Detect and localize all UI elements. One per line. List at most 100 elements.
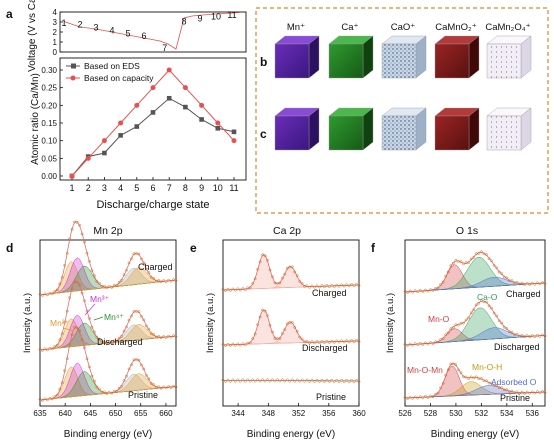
xps-raw-point: [95, 385, 99, 389]
ratio-capacity-point: [118, 120, 124, 126]
xps-raw-point: [248, 286, 252, 290]
xps-raw-point: [315, 340, 319, 343]
xps-raw-point: [283, 272, 287, 276]
xps-raw-point: [477, 301, 481, 305]
xps-raw-point: [492, 311, 496, 315]
xps-raw-point: [115, 284, 119, 287]
xps-raw-point: [340, 283, 344, 287]
xps-raw-point: [231, 378, 235, 382]
cube-front: [381, 115, 417, 151]
xps-raw-point: [157, 335, 161, 338]
xps-raw-point: [137, 252, 141, 256]
xps-x-tick-label: 640: [59, 409, 73, 418]
xps-raw-point: [246, 341, 250, 345]
voltage-ylabel: Voltage (V vs Ca): [27, 0, 38, 72]
xps-raw-point: [418, 342, 422, 345]
xps-raw-point: [142, 261, 146, 265]
xps-raw-point: [413, 289, 417, 293]
xps-raw-point: [462, 375, 465, 379]
cube-front: [434, 115, 470, 151]
xps-raw-point: [325, 284, 329, 287]
xps-raw-point: [55, 393, 59, 397]
xps-raw-point: [355, 379, 358, 382]
xps-raw-point: [472, 308, 476, 312]
xps-raw-point: [167, 278, 170, 282]
panel-letter-e: e: [190, 241, 197, 255]
xps-raw-point: [310, 284, 314, 288]
xps-raw-point: [271, 330, 274, 334]
xps-raw-point: [446, 368, 450, 372]
xps-raw-point: [462, 321, 465, 325]
xps-raw-point: [538, 334, 542, 338]
xps-raw-point: [51, 397, 54, 401]
xps-x-tick-label: 526: [398, 409, 412, 418]
xps-fit-envelope: [39, 221, 177, 296]
ratio-capacity-point: [166, 67, 172, 73]
xps-raw-point: [229, 288, 232, 292]
xps-raw-point: [490, 259, 493, 263]
xps-raw-point: [454, 258, 458, 262]
ratio-capacity-point: [134, 102, 140, 108]
xps-raw-point: [327, 341, 331, 344]
xps-raw-point: [298, 335, 302, 339]
mn-o-h-label: Mn-O-H: [472, 362, 502, 372]
xps-raw-point: [263, 254, 267, 258]
xps-raw-point: [518, 282, 521, 286]
mn2p-xlabel: Binding energy (eV): [64, 429, 152, 440]
xps-raw-point: [100, 340, 104, 344]
xps-raw-point: [135, 252, 138, 256]
panel-letter-d: d: [6, 241, 13, 255]
xps-raw-point: [261, 378, 264, 382]
ratio-series-line: [71, 97, 235, 177]
xps-raw-point: [525, 334, 529, 337]
xps-x-tick-label: 532: [475, 409, 489, 418]
xps-raw-point: [276, 378, 279, 382]
xps-raw-point: [513, 391, 516, 395]
xps-raw-point: [266, 258, 269, 262]
ratio-x-tick-label: 11: [229, 183, 238, 193]
xps-raw-point: [325, 339, 329, 343]
xps-raw-point: [421, 290, 425, 293]
xps-raw-point: [93, 379, 96, 383]
xps-fit-envelope: [223, 380, 359, 382]
voltage-state-label: 5: [125, 29, 130, 39]
xps-raw-point: [536, 333, 539, 337]
xps-raw-point: [315, 284, 319, 288]
xps-raw-point: [320, 340, 324, 343]
xps-raw-point: [152, 333, 156, 336]
xps-raw-point: [263, 309, 267, 313]
cube-front: [328, 115, 364, 151]
xps-raw-point: [310, 378, 314, 382]
xps-raw-point: [73, 220, 76, 224]
xps-raw-point: [102, 390, 106, 394]
xps-raw-point: [318, 341, 321, 345]
xps-raw-point: [421, 396, 425, 400]
xps-raw-point: [283, 328, 287, 331]
xps-raw-point: [258, 260, 262, 264]
xps-x-tick-label: 352: [292, 409, 306, 418]
xps-raw-point: [60, 276, 64, 279]
xps-raw-point: [280, 332, 284, 335]
xps-raw-point: [112, 389, 116, 393]
ratio-x-tick-label: 5: [134, 183, 139, 193]
xps-raw-point: [117, 280, 121, 284]
xps-raw-point: [342, 340, 346, 344]
xps-raw-point: [58, 338, 62, 342]
xps-x-tick-label: 655: [134, 409, 148, 418]
xps-raw-point: [73, 326, 76, 329]
ca2p-label-pristine: Pristine: [316, 392, 346, 402]
xps-raw-point: [431, 395, 435, 399]
xps-x-tick-label: 348: [262, 409, 276, 418]
xps-raw-point: [258, 315, 262, 319]
xps-raw-point: [454, 323, 458, 327]
xps-raw-point: [41, 399, 44, 402]
xps-raw-point: [65, 309, 69, 313]
ca-o-label: Ca-O: [477, 292, 498, 302]
xps-raw-point: [167, 385, 170, 388]
xps-raw-point: [256, 323, 259, 326]
xps-raw-point: [518, 391, 521, 395]
xps-raw-point: [295, 378, 299, 382]
xps-raw-point: [127, 261, 131, 265]
xps-raw-point: [43, 292, 47, 296]
xps-raw-point: [508, 390, 511, 393]
